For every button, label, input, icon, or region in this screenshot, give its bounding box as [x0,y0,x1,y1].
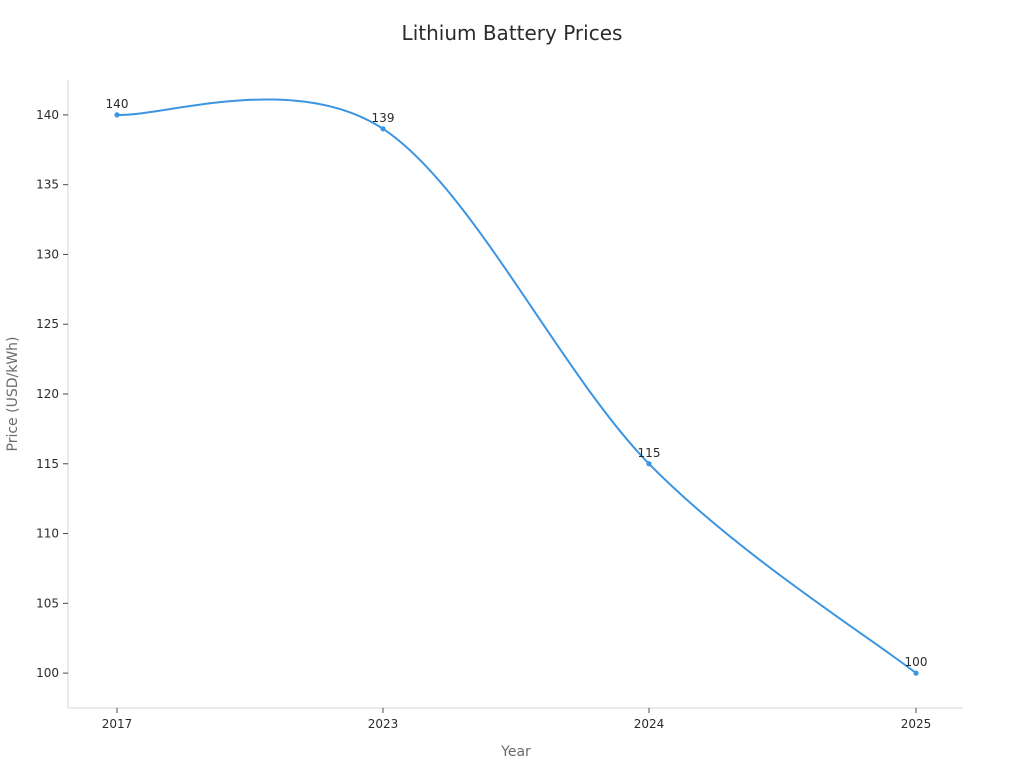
chart-title: Lithium Battery Prices [402,21,623,45]
y-tick-label: 100 [36,666,59,680]
data-points [114,112,919,676]
y-tick-label: 120 [36,387,59,401]
data-label: 100 [905,655,928,669]
data-label: 140 [106,97,129,111]
x-tick-label: 2017 [102,717,133,731]
data-point [380,126,386,132]
data-point [114,112,120,118]
x-tick-label: 2023 [368,717,399,731]
y-tick-label: 140 [36,108,59,122]
y-tick-label: 135 [36,178,59,192]
series-line [116,98,917,674]
data-labels: 140 139 115 100 [106,97,928,669]
y-tick-label: 115 [36,457,59,471]
y-tick-label: 125 [36,317,59,331]
x-tick-label: 2025 [901,717,932,731]
x-axis-title: Year [500,744,531,760]
y-tick-label: 130 [36,247,59,261]
x-axis-ticks: 2017 2023 2024 2025 [102,708,932,731]
y-tick-label: 105 [36,596,59,610]
x-tick-label: 2024 [634,717,665,731]
data-point [646,461,652,467]
data-label: 139 [372,111,395,125]
y-axis-ticks: 100 105 110 115 120 125 130 135 140 [36,108,68,680]
y-tick-label: 110 [36,527,59,541]
y-axis-title: Price (USD/kWh) [5,337,21,452]
data-point [913,670,919,676]
data-label: 115 [638,446,661,460]
